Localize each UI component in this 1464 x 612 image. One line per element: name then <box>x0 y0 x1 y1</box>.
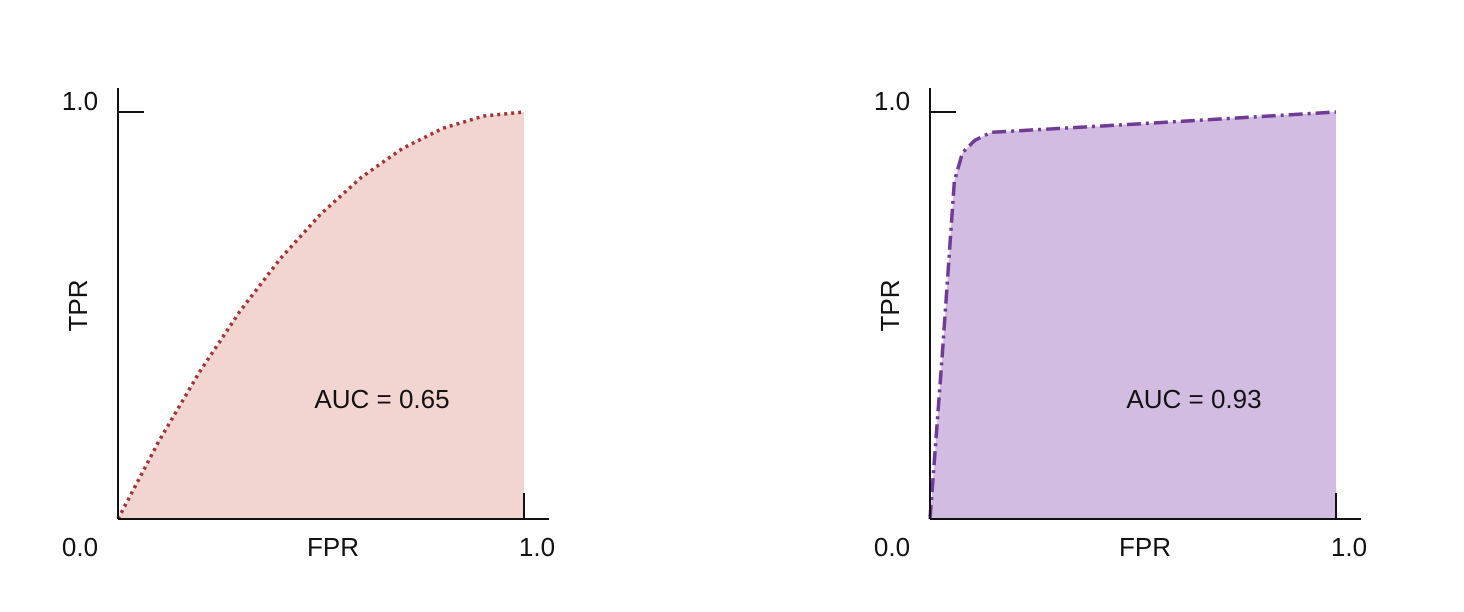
roc-curve <box>116 110 525 520</box>
x-tick-label: 1.0 <box>519 532 555 562</box>
auc-annotation: AUC = 0.93 <box>1126 384 1261 414</box>
x-tick-label: 1.0 <box>1331 532 1367 562</box>
x-tick-label: 0.0 <box>874 532 910 562</box>
y-axis-label: TPR <box>63 280 93 332</box>
x-axis-label: FPR <box>307 532 359 562</box>
area-fill <box>930 112 1336 519</box>
x-axis-label: FPR <box>1119 532 1171 562</box>
y-tick-label: 1.0 <box>62 86 98 116</box>
chart: 1.0 0.0 1.0 FPR TPR AUC = 0.65 <box>62 86 555 562</box>
chart: 1.0 0.0 1.0 FPR TPR AUC = 0.93 <box>874 86 1367 562</box>
roc-curve <box>928 110 1337 520</box>
y-tick-label: 1.0 <box>874 86 910 116</box>
area-fill <box>118 112 524 519</box>
x-tick-label: 0.0 <box>62 532 98 562</box>
y-axis-label: TPR <box>875 280 905 332</box>
auc-annotation: AUC = 0.65 <box>314 384 449 414</box>
